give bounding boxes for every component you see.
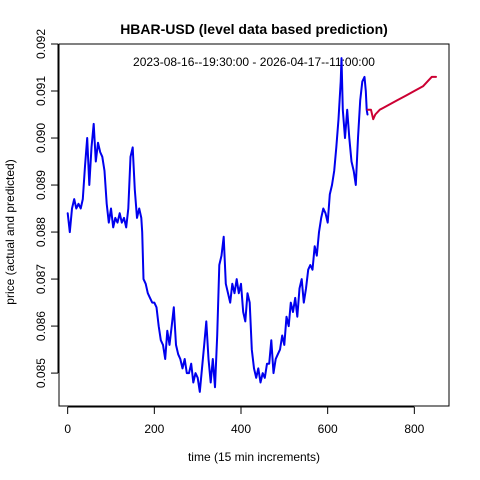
x-tick-label: 800 [404, 422, 424, 436]
x-tick-label: 200 [144, 422, 164, 436]
chart-subtitle: 2023-08-16--19:30:00 - 2026-04-17--11:00… [133, 55, 375, 69]
y-tick-label: 0.090 [34, 123, 48, 153]
y-tick-label: 0.086 [34, 311, 48, 341]
y-tick-label: 0.089 [34, 170, 48, 200]
y-tick-label: 0.088 [34, 217, 48, 247]
axes: 0 200 400 600 800 0.085 0.086 0.087 0.088 0.089 0.… [34, 29, 425, 436]
y-tick-label: 0.091 [34, 76, 48, 106]
predicted-series-line [366, 75, 437, 121]
y-tick-label: 0.085 [34, 358, 48, 388]
plot-frame [58, 43, 450, 407]
x-tick-label: 400 [231, 422, 251, 436]
y-axis-label: price (actual and predicted) [3, 159, 17, 304]
x-axis-label: time (15 min increments) [188, 450, 320, 464]
chart-title: HBAR-USD (level data based prediction) [120, 21, 388, 37]
series-group [66, 57, 437, 393]
y-tick-label: 0.092 [34, 29, 48, 59]
y-tick-label: 0.087 [34, 264, 48, 294]
x-tick-label: 0 [64, 422, 71, 436]
x-tick-label: 600 [318, 422, 338, 436]
actual-series-line [66, 57, 369, 393]
